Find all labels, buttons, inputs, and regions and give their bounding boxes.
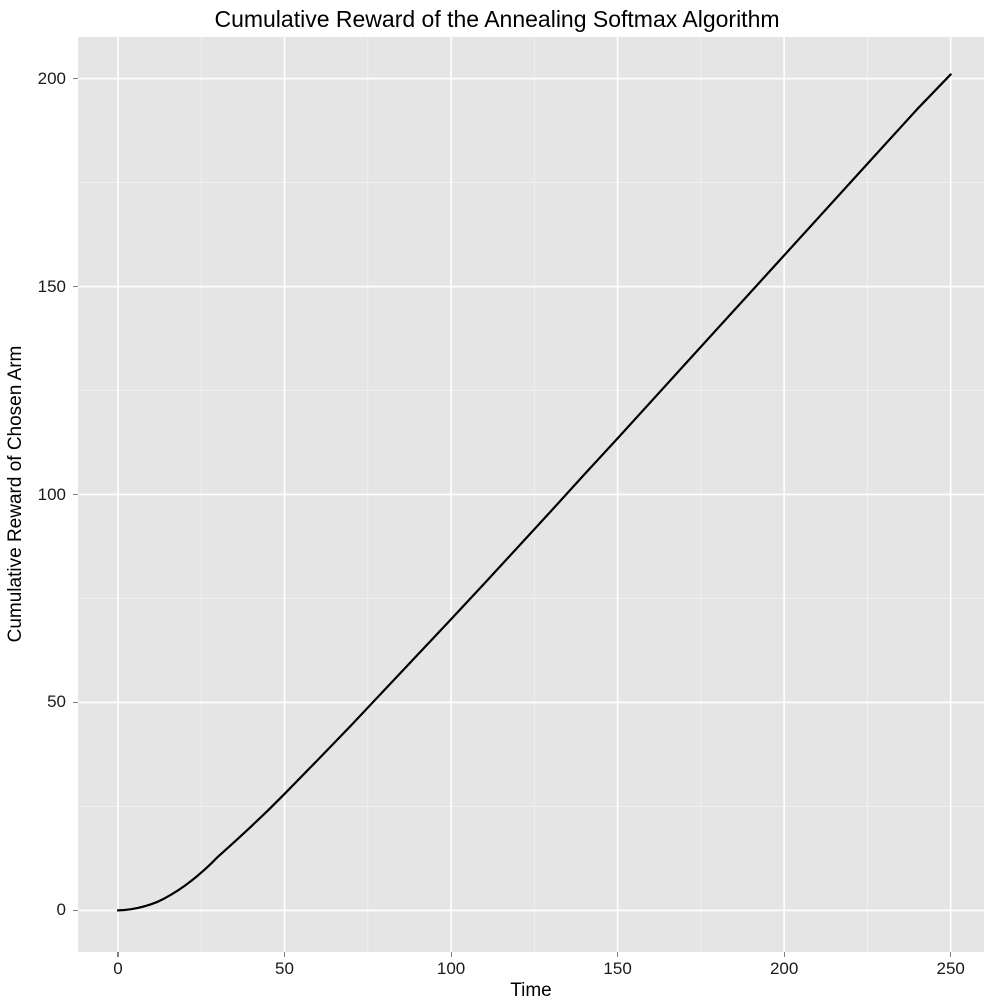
y-tick-label: 50 — [32, 692, 66, 712]
tick-mark — [73, 494, 78, 495]
x-tick-label: 100 — [437, 959, 465, 979]
line-chart-svg — [78, 37, 984, 952]
x-tick-label: 200 — [770, 959, 798, 979]
tick-mark — [73, 702, 78, 703]
x-tick-label: 250 — [937, 959, 965, 979]
x-tick-label: 0 — [113, 959, 122, 979]
x-tick-label: 150 — [603, 959, 631, 979]
y-tick-label: 0 — [32, 900, 66, 920]
tick-mark — [73, 78, 78, 79]
x-axis-label: Time — [481, 980, 581, 1002]
chart-title: Cumulative Reward of the Annealing Softm… — [0, 6, 994, 33]
tick-mark — [784, 952, 785, 957]
tick-mark — [950, 952, 951, 957]
plot-area — [78, 37, 984, 952]
x-tick-label: 50 — [275, 959, 294, 979]
tick-mark — [73, 286, 78, 287]
y-axis-label: Cumulative Reward of Chosen Arm — [5, 344, 27, 644]
tick-mark — [451, 952, 452, 957]
tick-mark — [284, 952, 285, 957]
tick-mark — [117, 952, 118, 957]
chart-container: Cumulative Reward of the Annealing Softm… — [0, 0, 994, 1000]
tick-mark — [617, 952, 618, 957]
y-tick-label: 150 — [32, 277, 66, 297]
y-tick-label: 100 — [32, 485, 66, 505]
tick-mark — [73, 910, 78, 911]
y-tick-label: 200 — [32, 69, 66, 89]
